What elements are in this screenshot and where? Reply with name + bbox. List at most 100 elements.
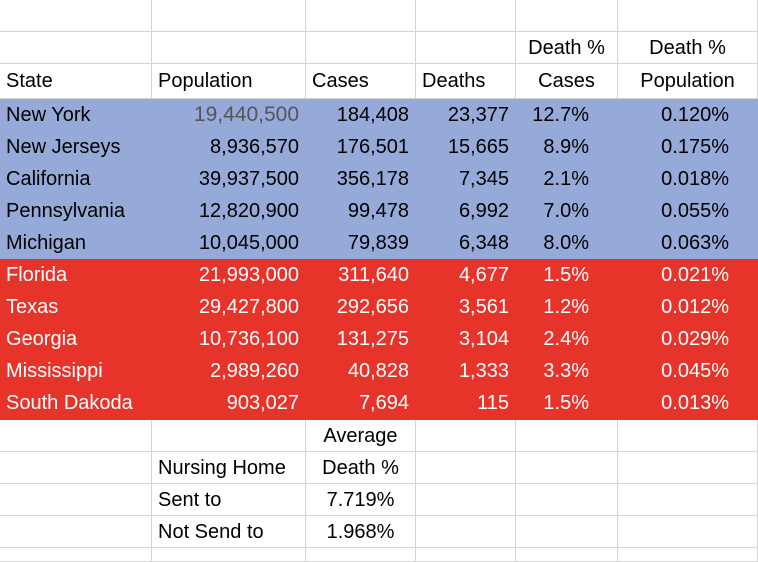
row-2-cases[interactable]: 176,501 — [306, 131, 416, 163]
row-3-deaths[interactable]: 7,345 — [416, 163, 516, 195]
header-top-cases[interactable] — [306, 32, 416, 64]
row-7-cases[interactable]: 292,656 — [306, 291, 416, 323]
row-4-deaths[interactable]: 6,992 — [416, 195, 516, 227]
row-6-state[interactable]: Florida — [0, 259, 152, 291]
empty-cell[interactable] — [416, 452, 516, 484]
row-4-cases[interactable]: 99,478 — [306, 195, 416, 227]
row-5-state[interactable]: Michigan — [0, 227, 152, 259]
header-top-death-pct-population[interactable]: Death % — [618, 32, 758, 64]
empty-cell[interactable] — [618, 0, 758, 32]
row-5-population[interactable]: 10,045,000 — [152, 227, 306, 259]
empty-cell[interactable] — [416, 484, 516, 516]
column-header-state[interactable]: State — [0, 64, 152, 99]
row-2-deaths[interactable]: 15,665 — [416, 131, 516, 163]
row-6-cases[interactable]: 311,640 — [306, 259, 416, 291]
row-6-deaths[interactable]: 4,677 — [416, 259, 516, 291]
row-10-deaths[interactable]: 115 — [416, 387, 516, 420]
row-2-state[interactable]: New Jerseys — [0, 131, 152, 163]
empty-cell[interactable] — [618, 420, 758, 452]
row-7-deaths[interactable]: 3,561 — [416, 291, 516, 323]
empty-cell[interactable] — [618, 516, 758, 548]
row-3-death-pct-population[interactable]: 0.018% — [618, 163, 758, 195]
empty-cell[interactable] — [416, 548, 516, 562]
row-10-death-pct-cases[interactable]: 1.5% — [516, 387, 618, 420]
row-1-population[interactable]: 19,440,500 — [152, 99, 306, 131]
row-8-state[interactable]: Georgia — [0, 323, 152, 355]
empty-cell[interactable] — [516, 452, 618, 484]
empty-cell[interactable] — [0, 452, 152, 484]
row-10-population[interactable]: 903,027 — [152, 387, 306, 420]
row-9-cases[interactable]: 40,828 — [306, 355, 416, 387]
column-header-death-pct-cases[interactable]: Cases — [516, 64, 618, 99]
empty-cell[interactable] — [516, 484, 618, 516]
empty-cell[interactable] — [516, 420, 618, 452]
row-2-death-pct-cases[interactable]: 8.9% — [516, 131, 618, 163]
row-3-death-pct-cases[interactable]: 2.1% — [516, 163, 618, 195]
row-3-population[interactable]: 39,937,500 — [152, 163, 306, 195]
summary-item-label[interactable]: Not Send to — [152, 516, 306, 548]
row-3-cases[interactable]: 356,178 — [306, 163, 416, 195]
header-top-death-pct-cases[interactable]: Death % — [516, 32, 618, 64]
empty-cell[interactable] — [152, 0, 306, 32]
header-top-deaths[interactable] — [416, 32, 516, 64]
row-4-death-pct-cases[interactable]: 7.0% — [516, 195, 618, 227]
row-5-deaths[interactable]: 6,348 — [416, 227, 516, 259]
empty-cell[interactable] — [0, 484, 152, 516]
column-header-cases[interactable]: Cases — [306, 64, 416, 99]
empty-cell[interactable] — [516, 548, 618, 562]
row-9-state[interactable]: Mississippi — [0, 355, 152, 387]
row-6-population[interactable]: 21,993,000 — [152, 259, 306, 291]
row-5-cases[interactable]: 79,839 — [306, 227, 416, 259]
empty-cell[interactable] — [0, 548, 152, 562]
row-4-population[interactable]: 12,820,900 — [152, 195, 306, 227]
empty-cell[interactable] — [416, 516, 516, 548]
row-7-death-pct-population[interactable]: 0.012% — [618, 291, 758, 323]
row-10-cases[interactable]: 7,694 — [306, 387, 416, 420]
summary-nursing-home-label[interactable]: Nursing Home — [152, 452, 306, 484]
empty-cell[interactable] — [416, 420, 516, 452]
summary-item-value[interactable]: 7.719% — [306, 484, 416, 516]
empty-cell[interactable] — [152, 420, 306, 452]
empty-cell[interactable] — [306, 548, 416, 562]
column-header-death-pct-population[interactable]: Population — [618, 64, 758, 99]
row-6-death-pct-cases[interactable]: 1.5% — [516, 259, 618, 291]
empty-cell[interactable] — [416, 0, 516, 32]
empty-cell[interactable] — [306, 0, 416, 32]
row-7-state[interactable]: Texas — [0, 291, 152, 323]
column-header-deaths[interactable]: Deaths — [416, 64, 516, 99]
row-9-death-pct-population[interactable]: 0.045% — [618, 355, 758, 387]
row-8-death-pct-population[interactable]: 0.029% — [618, 323, 758, 355]
row-5-death-pct-population[interactable]: 0.063% — [618, 227, 758, 259]
header-top-population[interactable] — [152, 32, 306, 64]
row-7-population[interactable]: 29,427,800 — [152, 291, 306, 323]
empty-cell[interactable] — [618, 484, 758, 516]
row-8-deaths[interactable]: 3,104 — [416, 323, 516, 355]
row-4-state[interactable]: Pennsylvania — [0, 195, 152, 227]
row-8-death-pct-cases[interactable]: 2.4% — [516, 323, 618, 355]
empty-cell[interactable] — [0, 420, 152, 452]
empty-cell[interactable] — [618, 548, 758, 562]
empty-cell[interactable] — [0, 0, 152, 32]
row-1-cases[interactable]: 184,408 — [306, 99, 416, 131]
empty-cell[interactable] — [516, 516, 618, 548]
summary-item-label[interactable]: Sent to — [152, 484, 306, 516]
empty-cell[interactable] — [516, 0, 618, 32]
empty-cell[interactable] — [618, 452, 758, 484]
row-10-death-pct-population[interactable]: 0.013% — [618, 387, 758, 420]
column-header-population[interactable]: Population — [152, 64, 306, 99]
row-8-population[interactable]: 10,736,100 — [152, 323, 306, 355]
row-2-population[interactable]: 8,936,570 — [152, 131, 306, 163]
row-8-cases[interactable]: 131,275 — [306, 323, 416, 355]
row-1-deaths[interactable]: 23,377 — [416, 99, 516, 131]
summary-death-pct-header[interactable]: Death % — [306, 452, 416, 484]
row-4-death-pct-population[interactable]: 0.055% — [618, 195, 758, 227]
empty-cell[interactable] — [0, 516, 152, 548]
row-1-death-pct-cases[interactable]: 12.7% — [516, 99, 618, 131]
row-2-death-pct-population[interactable]: 0.175% — [618, 131, 758, 163]
row-5-death-pct-cases[interactable]: 8.0% — [516, 227, 618, 259]
summary-average-header[interactable]: Average — [306, 420, 416, 452]
row-6-death-pct-population[interactable]: 0.021% — [618, 259, 758, 291]
row-10-state[interactable]: South Dakoda — [0, 387, 152, 420]
row-3-state[interactable]: California — [0, 163, 152, 195]
row-7-death-pct-cases[interactable]: 1.2% — [516, 291, 618, 323]
